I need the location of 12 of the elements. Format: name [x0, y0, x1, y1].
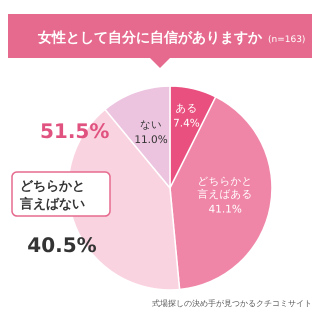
- chart-subtitle: (n=163): [268, 35, 306, 45]
- data-label: 40.5%: [27, 233, 97, 257]
- slice-label: ある: [175, 102, 198, 115]
- text: 式場探しの決め手が見つかるクチコミサイト: [152, 299, 312, 308]
- text: 51.5%: [40, 119, 110, 143]
- data-label: 7.4%: [173, 118, 200, 130]
- data-label: 41.1%: [208, 203, 242, 216]
- chart-title: 女性として自分に自信がありますか: [37, 30, 263, 46]
- slice-label: どちらかと言えばない: [19, 179, 85, 212]
- data-label: 11.0%: [134, 134, 168, 146]
- slice-label: どちらかと言えばある: [198, 175, 253, 200]
- slice-label: ない: [140, 119, 162, 132]
